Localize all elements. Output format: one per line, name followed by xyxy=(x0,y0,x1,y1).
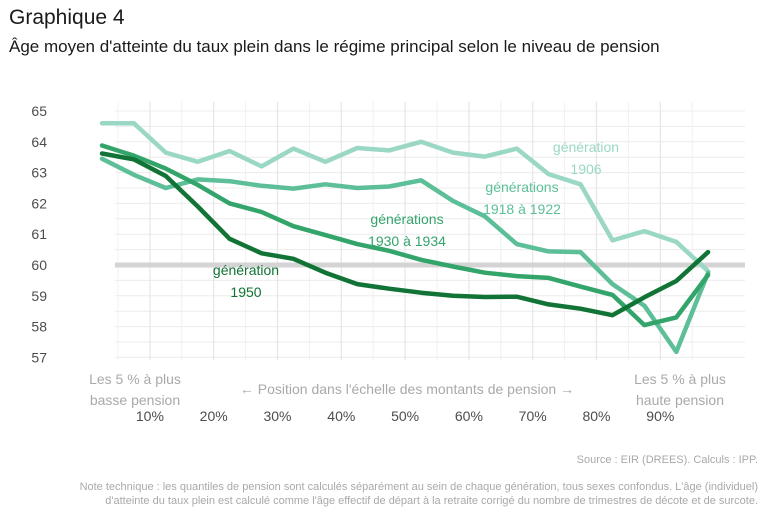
high-pension-annotation: Les 5 % à plus xyxy=(634,371,726,387)
source-note: Source : EIR (DREES). Calculs : IPP. xyxy=(576,454,758,466)
y-tick-label: 62 xyxy=(31,195,47,211)
y-tick-label: 61 xyxy=(31,226,47,242)
series-label: génération xyxy=(213,262,279,278)
series-line-1 xyxy=(99,156,711,355)
series-label: 1906 xyxy=(570,161,601,177)
chart-title: Âge moyen d'atteinte du taux plein dans … xyxy=(9,37,660,56)
series-line-0 xyxy=(99,121,711,274)
position-axis-annotation: ← Position dans l'échelle des montants d… xyxy=(240,381,574,397)
series-label: 1930 à 1934 xyxy=(368,233,446,249)
series-label: générations xyxy=(370,211,443,227)
y-tick-label: 64 xyxy=(31,134,47,150)
series-labels: génération 1906 générations 1918 à 1922 géné… xyxy=(213,139,619,300)
series-label: 1950 xyxy=(230,284,261,300)
axis-annotations: Les 5 % à plus basse pension ← Position da… xyxy=(89,371,726,408)
series-lines xyxy=(99,121,711,355)
low-pension-annotation: basse pension xyxy=(90,392,180,408)
low-pension-annotation: Les 5 % à plus xyxy=(89,371,181,387)
x-tick-label: 80% xyxy=(582,408,610,424)
x-axis-ticks: 10% 20% 30% 40% 50% 60% 70% 80% 90% xyxy=(136,408,674,424)
x-tick-label: 60% xyxy=(455,408,483,424)
x-tick-label: 10% xyxy=(136,408,164,424)
x-tick-label: 40% xyxy=(327,408,355,424)
y-tick-label: 65 xyxy=(31,103,47,119)
technical-note: Note technique : les quantiles de pensio… xyxy=(79,481,758,507)
y-tick-label: 60 xyxy=(31,257,47,273)
series-label: générations xyxy=(485,179,558,195)
high-pension-annotation: haute pension xyxy=(636,392,724,408)
x-tick-label: 20% xyxy=(200,408,228,424)
y-tick-label: 59 xyxy=(31,288,47,304)
series-line-2 xyxy=(99,143,711,328)
series-line-3 xyxy=(99,151,711,318)
y-tick-label: 63 xyxy=(31,165,47,181)
graph-label: Graphique 4 xyxy=(9,6,125,29)
x-tick-label: 50% xyxy=(391,408,419,424)
series-label: génération xyxy=(553,139,619,155)
series-label: 1918 à 1922 xyxy=(483,201,561,217)
y-axis-ticks: 57 58 59 60 61 62 63 64 65 xyxy=(31,103,47,365)
y-tick-label: 58 xyxy=(31,319,47,335)
x-tick-label: 90% xyxy=(646,408,674,424)
grid xyxy=(115,101,745,361)
x-tick-label: 30% xyxy=(263,408,291,424)
y-tick-label: 57 xyxy=(31,349,47,365)
x-tick-label: 70% xyxy=(519,408,547,424)
